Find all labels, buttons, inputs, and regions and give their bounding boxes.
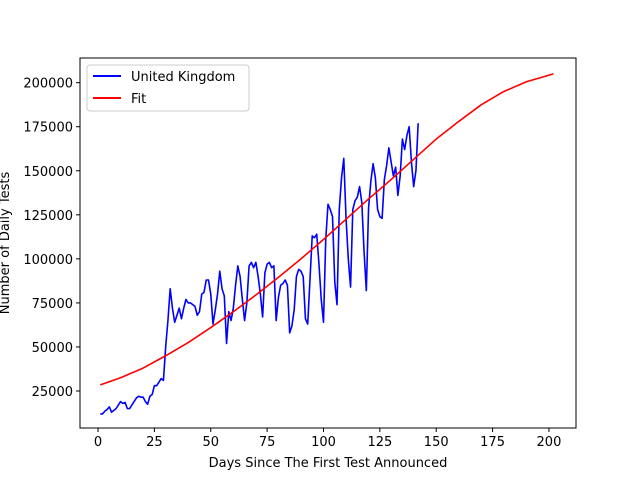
y-tick-label: 100000 [23, 253, 73, 268]
plot-lines [100, 73, 554, 415]
legend-box [86, 64, 250, 112]
y-tick-label: 175000 [23, 121, 73, 136]
x-tick-label: 150 [424, 435, 449, 450]
x-tick-label: 75 [259, 435, 276, 450]
x-axis: 0 25 50 75 100 125 150 175 200 [94, 428, 561, 450]
y-tick-label: 125000 [23, 209, 73, 224]
y-tick-label: 75000 [32, 297, 73, 312]
series-line-united-kingdom [100, 123, 419, 415]
y-tick-label: 200000 [23, 77, 73, 92]
x-axis-label: Days Since The First Test Announced [209, 456, 448, 471]
x-tick-label: 0 [94, 435, 102, 450]
x-tick-label: 175 [480, 435, 505, 450]
y-tick-label: 25000 [32, 385, 73, 400]
legend-label-fit: Fit [131, 92, 146, 107]
legend-label-united-kingdom: United Kingdom [131, 70, 235, 85]
x-tick-label: 200 [537, 435, 562, 450]
x-tick-label: 125 [367, 435, 392, 450]
y-tick-label: 150000 [23, 165, 73, 180]
y-axis-label: Number of Daily Tests [0, 172, 13, 315]
y-tick-label: 50000 [32, 341, 73, 356]
legend: United Kingdom Fit [86, 64, 250, 112]
x-tick-label: 50 [202, 435, 219, 450]
plot-area-frame [79, 57, 577, 429]
series-line-fit [100, 73, 554, 386]
x-tick-label: 100 [311, 435, 336, 450]
x-tick-label: 25 [146, 435, 163, 450]
y-axis: 25000 50000 75000 100000 125000 150000 175000 2… [23, 77, 80, 400]
